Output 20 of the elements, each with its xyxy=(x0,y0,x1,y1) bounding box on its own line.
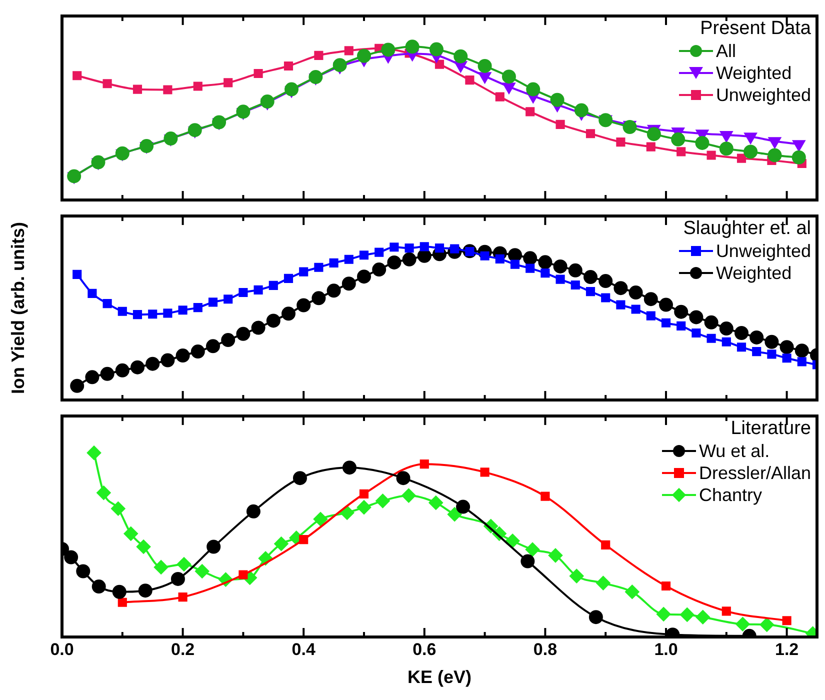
legend-title: Literature xyxy=(730,418,811,440)
legend-label: Chantry xyxy=(698,484,762,506)
legend-label: Unweighted xyxy=(716,84,811,106)
legend-label: Unweighted xyxy=(716,240,811,262)
legend-label: Weighted xyxy=(716,62,792,84)
x-tick-label: 0.2 xyxy=(170,640,195,659)
legend-label: All xyxy=(716,40,736,62)
x-tick-label: 0.6 xyxy=(412,640,436,659)
legend-label: Wu et al. xyxy=(698,440,770,462)
y-axis-title: Ion Yield (arb. units) xyxy=(8,222,28,394)
x-tick-label: 1.0 xyxy=(654,640,678,659)
legend-label: Dressler/Allan xyxy=(698,462,811,484)
x-tick-label: 0.4 xyxy=(292,640,316,659)
legend-title: Present Data xyxy=(699,18,811,40)
x-axis-title: KE (eV) xyxy=(407,667,472,688)
x-tick-label: 0.8 xyxy=(533,640,558,659)
legend-label: Weighted xyxy=(716,262,792,284)
x-tick-label: 0.0 xyxy=(50,640,74,659)
x-tick-label: 1.2 xyxy=(774,640,799,659)
legend-title: Slaughter et. al xyxy=(682,218,811,240)
